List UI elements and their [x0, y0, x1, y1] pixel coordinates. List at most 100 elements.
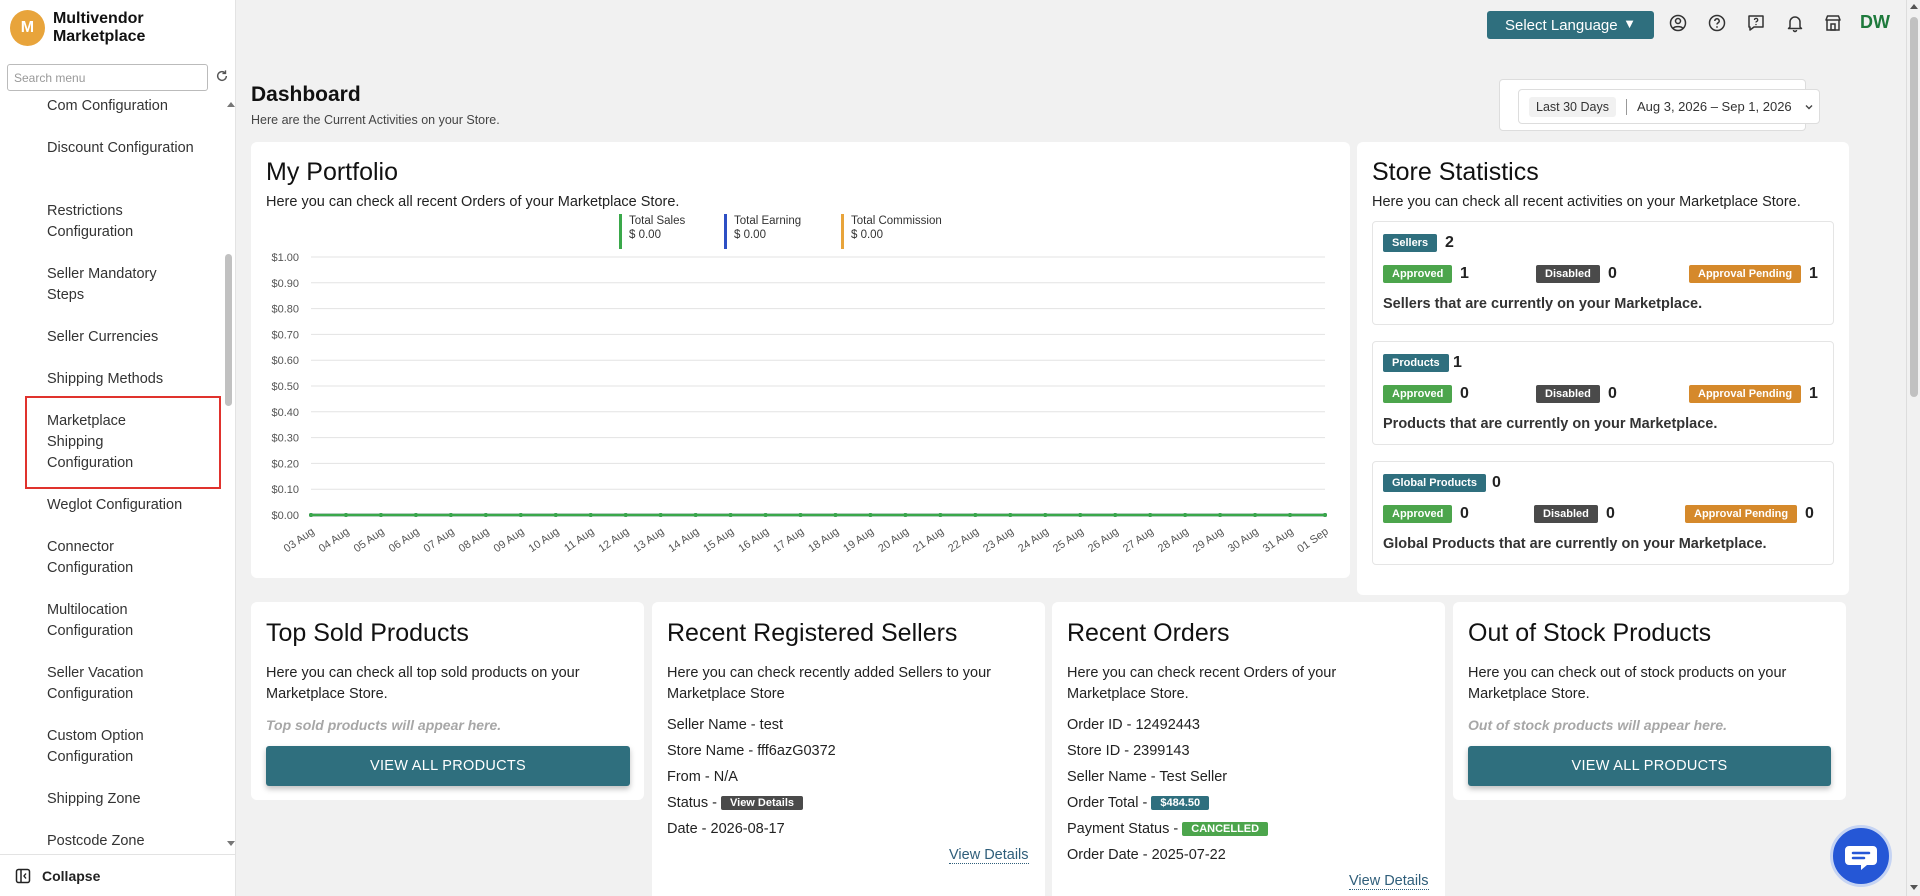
- x-tick-label: 24 Aug: [1016, 526, 1051, 555]
- bell-icon[interactable]: [1785, 13, 1805, 33]
- legend-total-sales[interactable]: Total Sales $ 0.00: [619, 214, 685, 249]
- status-badge[interactable]: View Details: [721, 796, 803, 811]
- top-sold-title: Top Sold Products: [266, 619, 469, 647]
- legend-label: Total Commission: [851, 215, 942, 227]
- data-point: [518, 513, 523, 517]
- caret-down-icon: ▼: [1623, 16, 1636, 31]
- x-tick-label: 08 Aug: [457, 526, 492, 555]
- sidebar-item-seller-vacation-configuration[interactable]: Seller Vacation Configuration: [47, 665, 144, 702]
- date-range-select[interactable]: Last 30 Days Aug 3, 2026 – Sep 1, 2026: [1518, 89, 1820, 124]
- sidebar-item-connector-configuration[interactable]: Connector Configuration: [47, 539, 134, 576]
- sidebar-item-seller-mandatory-steps[interactable]: Seller Mandatory Steps: [47, 266, 157, 303]
- stat-label-badge: Sellers: [1383, 234, 1438, 252]
- date-preset-chip[interactable]: Last 30 Days: [1529, 96, 1616, 117]
- data-point: [378, 513, 383, 517]
- sidebar-item-seller-currencies[interactable]: Seller Currencies: [47, 329, 159, 345]
- approved-badge: Approved: [1383, 505, 1453, 523]
- view-all-products-button[interactable]: VIEW ALL PRODUCTS: [266, 746, 630, 786]
- x-tick-label: 16 Aug: [736, 526, 771, 555]
- page-subtitle: Here are the Current Activities on your …: [251, 113, 500, 127]
- data-point: [1288, 513, 1293, 517]
- x-tick-label: 21 Aug: [911, 526, 946, 555]
- page-scroll-thumb[interactable]: [1910, 17, 1918, 397]
- select-language-button[interactable]: Select Language ▼: [1487, 11, 1654, 39]
- legend-total-earning[interactable]: Total Earning $ 0.00: [724, 214, 801, 249]
- sidebar-scrollbar[interactable]: [224, 96, 235, 848]
- legend-total-commission[interactable]: Total Commission $ 0.00: [841, 214, 942, 249]
- x-tick-label: 22 Aug: [946, 526, 981, 555]
- view-all-out-of-stock-button[interactable]: VIEW ALL PRODUCTS: [1468, 746, 1831, 786]
- sidebar-item-restrictions-configuration[interactable]: Restrictions Configuration: [47, 203, 134, 240]
- stat-count: 0: [1492, 474, 1501, 491]
- feedback-icon[interactable]: [1746, 13, 1766, 33]
- sidebar-item-multilocation-configuration[interactable]: Multilocation Configuration: [47, 602, 134, 639]
- y-tick-label: $0.50: [271, 381, 299, 393]
- x-tick-label: 31 Aug: [1261, 526, 1296, 555]
- chat-button[interactable]: [1830, 825, 1892, 887]
- sidebar-item-marketplace-shipping-configuration[interactable]: Marketplace Shipping Configuration: [47, 413, 134, 471]
- data-point: [448, 513, 453, 517]
- seller-view-details-link[interactable]: View Details: [949, 847, 1029, 864]
- payment-status-row: Payment Status - CANCELLED: [1067, 821, 1269, 837]
- row-value: fff6azG0372: [757, 743, 836, 759]
- x-tick-label: 23 Aug: [981, 526, 1016, 555]
- user-circle-icon[interactable]: [1668, 13, 1688, 33]
- row-label: Seller Name -: [667, 717, 760, 733]
- search-menu-input[interactable]: [7, 64, 208, 91]
- store-icon[interactable]: [1823, 13, 1843, 33]
- page-title: Dashboard: [251, 83, 361, 106]
- sidebar-item-shipping-zone[interactable]: Shipping Zone: [47, 791, 141, 807]
- scroll-down-arrow-icon[interactable]: [227, 841, 235, 846]
- row-label: Order Date -: [1067, 847, 1152, 863]
- row-label: Store ID -: [1067, 743, 1134, 759]
- x-tick-label: 18 Aug: [806, 526, 841, 555]
- x-tick-label: 12 Aug: [596, 526, 631, 555]
- x-tick-label: 17 Aug: [771, 526, 806, 555]
- user-avatar[interactable]: DW: [1860, 12, 1890, 32]
- select-language-label: Select Language: [1505, 16, 1618, 34]
- approval-pending-count: 0: [1805, 505, 1814, 522]
- x-tick-label: 26 Aug: [1086, 526, 1121, 555]
- row-label: Payment Status -: [1067, 821, 1183, 837]
- page-scroll-down-icon[interactable]: [1910, 885, 1918, 890]
- stat-global-products: Global Products 0 Approved 0 Disabled 0 …: [1372, 461, 1834, 565]
- divider: [1625, 98, 1627, 115]
- data-point: [1183, 513, 1188, 517]
- legend-value: $ 0.00: [851, 229, 883, 241]
- portfolio-title: My Portfolio: [266, 158, 398, 186]
- help-circle-icon[interactable]: [1707, 13, 1727, 33]
- sidebar-item-postcode-zone[interactable]: Postcode Zone: [47, 833, 145, 849]
- status-row: Status - View Details: [667, 795, 803, 811]
- disabled-badge: Disabled: [1534, 505, 1598, 523]
- x-tick-label: 06 Aug: [387, 526, 422, 555]
- out-of-stock-empty: Out of stock products will appear here.: [1468, 717, 1728, 733]
- order-view-details-link[interactable]: View Details: [1349, 873, 1429, 890]
- x-tick-label: 27 Aug: [1121, 526, 1156, 555]
- approval-pending-count: 1: [1809, 385, 1818, 402]
- sidebar-item-custom-option-configuration[interactable]: Custom Option Configuration: [47, 728, 144, 765]
- stat-note: Sellers that are currently on your Marke…: [1383, 296, 1703, 312]
- scroll-up-arrow-icon[interactable]: [227, 102, 235, 107]
- sidebar-item-highlight: [25, 396, 221, 489]
- row-value: test: [759, 717, 784, 733]
- order-total-badge: $484.50: [1151, 796, 1210, 811]
- stat-count: 2: [1445, 234, 1454, 251]
- refresh-icon[interactable]: [215, 69, 229, 83]
- order-id-row: Order ID - 12492443: [1067, 717, 1200, 733]
- sidebar-item-discount-configuration[interactable]: Discount Configuration: [47, 140, 194, 156]
- sidebar-item-shipping-methods[interactable]: Shipping Methods: [47, 371, 164, 387]
- recent-orders-card: [1052, 602, 1445, 896]
- sidebar-item-com-configuration[interactable]: Com Configuration: [47, 98, 168, 114]
- data-point: [868, 513, 873, 517]
- brand[interactable]: M Multivendor Marketplace: [10, 10, 235, 46]
- page-scroll-up-icon[interactable]: [1910, 4, 1918, 9]
- x-tick-label: 30 Aug: [1226, 526, 1261, 555]
- page-scrollbar[interactable]: [1906, 0, 1920, 896]
- sidebar-scroll-thumb[interactable]: [225, 254, 232, 406]
- collapse-button[interactable]: Collapse: [0, 854, 236, 896]
- store-statistics-title: Store Statistics: [1372, 158, 1539, 186]
- y-tick-label: $0.60: [271, 355, 299, 367]
- out-of-stock-title: Out of Stock Products: [1468, 619, 1712, 647]
- sidebar-item-weglot-configuration[interactable]: Weglot Configuration: [47, 497, 183, 513]
- row-label: Date -: [667, 821, 711, 837]
